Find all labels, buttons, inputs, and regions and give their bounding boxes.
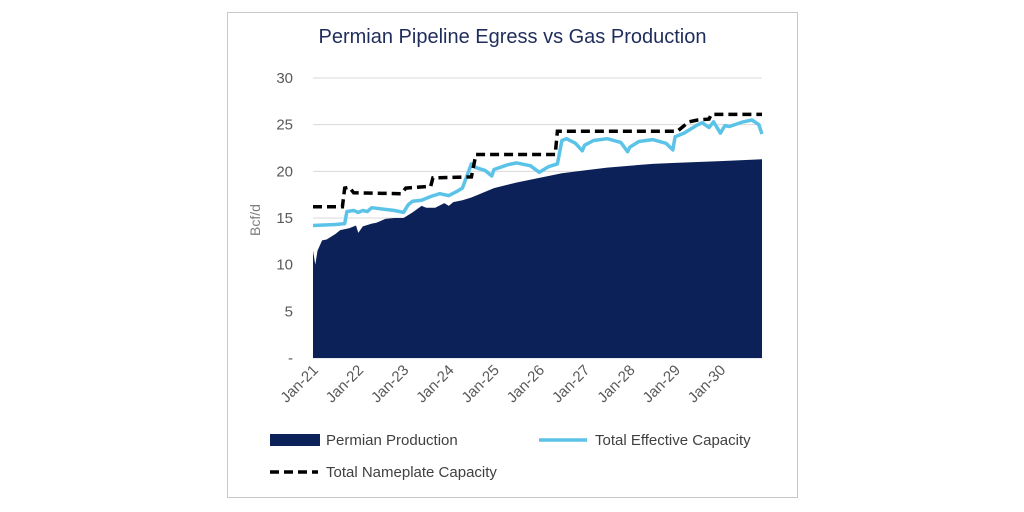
y-tick-label: 15 [276, 210, 293, 227]
x-tick-label: Jan-30 [685, 362, 729, 406]
x-axis: Jan-21 Jan-22 Jan-23 Jan-24 Jan-25 Jan-26 Jan-… [277, 362, 729, 406]
series-total-nameplate-capacity-line [313, 112, 762, 209]
series-total-effective-capacity-line [312, 118, 764, 228]
y-axis: - 5 10 15 20 25 30 [276, 70, 293, 367]
y-tick-label: 10 [276, 257, 293, 274]
y-tick-label: 5 [285, 303, 293, 320]
y-tick-label: - [288, 350, 293, 367]
x-tick-label: Jan-21 [277, 362, 321, 406]
x-tick-label: Jan-22 [323, 362, 367, 406]
x-tick-label: Jan-29 [639, 362, 683, 406]
y-tick-label: 20 [276, 163, 293, 180]
series-permian-production-area [313, 159, 762, 358]
x-tick-label: Jan-27 [549, 362, 593, 406]
y-tick-label: 30 [276, 70, 293, 87]
x-tick-label: Jan-24 [413, 362, 457, 406]
y-axis-label: Bcf/d [247, 204, 263, 236]
x-tick-label: Jan-23 [368, 362, 412, 406]
x-tick-label: Jan-25 [458, 362, 502, 406]
legend-label-total-effective-capacity: Total Effective Capacity [595, 432, 751, 449]
legend-swatch-permian-production [270, 434, 320, 446]
legend-label-total-nameplate-capacity: Total Nameplate Capacity [326, 464, 497, 481]
chart-title: Permian Pipeline Egress vs Gas Productio… [318, 26, 707, 48]
x-tick-label: Jan-26 [504, 362, 548, 406]
x-tick-label: Jan-28 [594, 362, 638, 406]
y-tick-label: 25 [276, 117, 293, 134]
series-layer [312, 112, 764, 358]
legend-label-permian-production: Permian Production [326, 432, 458, 449]
legend: Permian Production Total Effective Capaci… [270, 432, 751, 481]
